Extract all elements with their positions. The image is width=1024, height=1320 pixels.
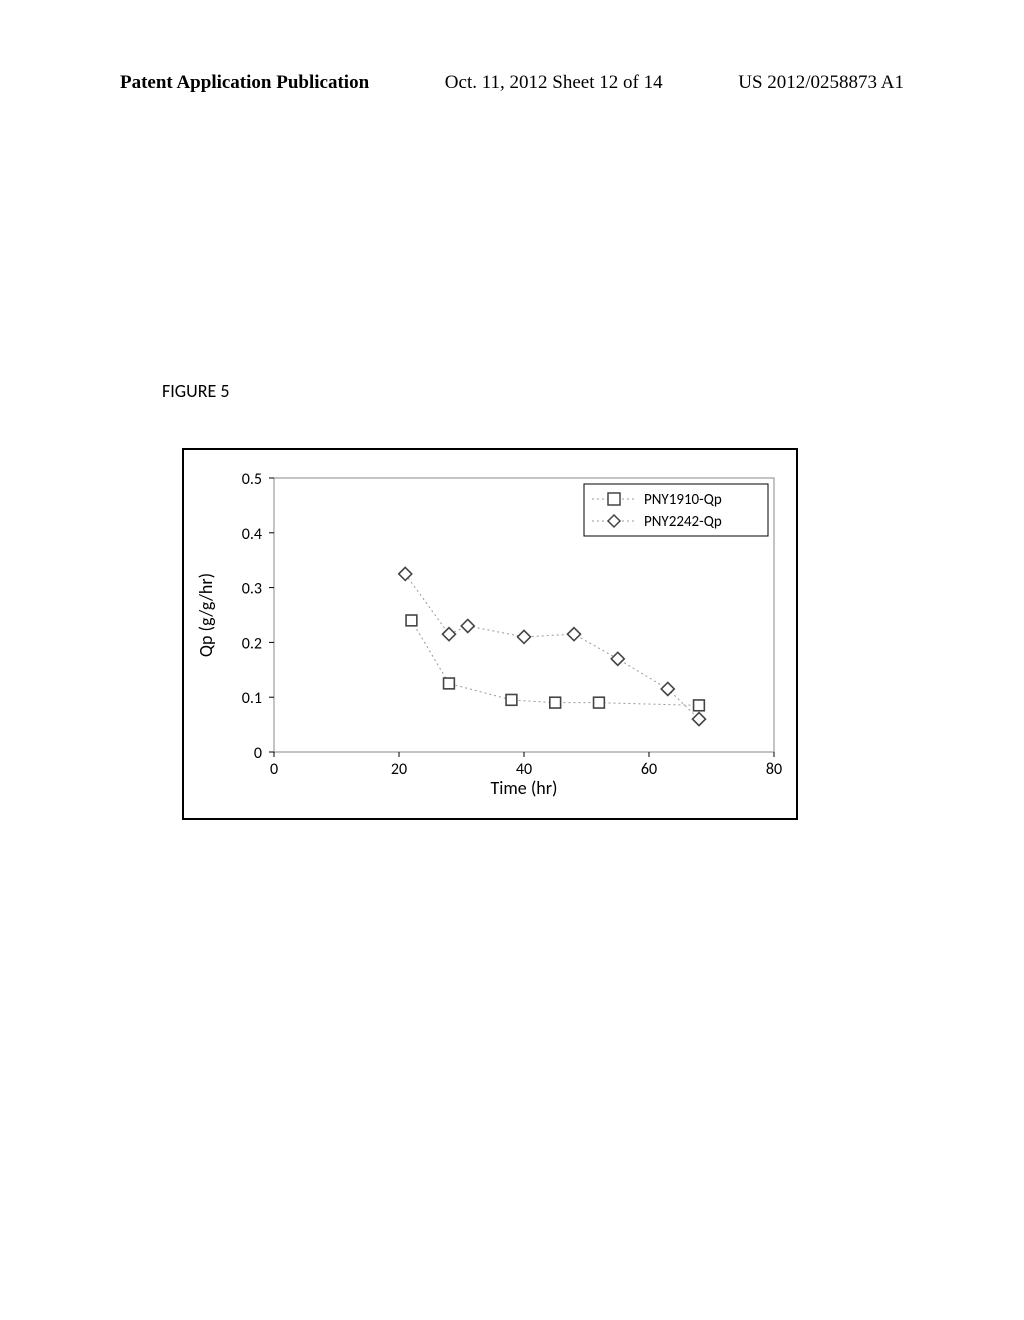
- svg-text:PNY1910-Qp: PNY1910-Qp: [644, 491, 722, 509]
- svg-text:80: 80: [766, 760, 782, 779]
- header-left: Patent Application Publication: [120, 72, 369, 94]
- svg-text:Qp (g/g/hr): Qp (g/g/hr): [195, 573, 217, 657]
- svg-text:0.1: 0.1: [242, 689, 262, 708]
- svg-text:20: 20: [391, 760, 407, 779]
- svg-text:PNY2242-Qp: PNY2242-Qp: [644, 513, 722, 531]
- svg-text:0.5: 0.5: [242, 470, 262, 489]
- page-header: Patent Application Publication Oct. 11, …: [0, 72, 1024, 94]
- line-chart: 00.10.20.30.40.5020406080Time (hr)Qp (g/…: [184, 450, 796, 818]
- svg-text:0: 0: [270, 760, 278, 779]
- figure-label: FIGURE 5: [162, 380, 229, 402]
- svg-text:60: 60: [641, 760, 657, 779]
- header-center: Oct. 11, 2012 Sheet 12 of 14: [445, 72, 663, 94]
- svg-text:0: 0: [254, 744, 262, 763]
- header-right: US 2012/0258873 A1: [738, 72, 904, 94]
- svg-text:0.2: 0.2: [242, 634, 262, 653]
- chart-container: 00.10.20.30.40.5020406080Time (hr)Qp (g/…: [182, 448, 798, 820]
- svg-text:0.4: 0.4: [242, 525, 262, 544]
- svg-text:0.3: 0.3: [242, 580, 262, 599]
- svg-text:Time (hr): Time (hr): [491, 777, 558, 799]
